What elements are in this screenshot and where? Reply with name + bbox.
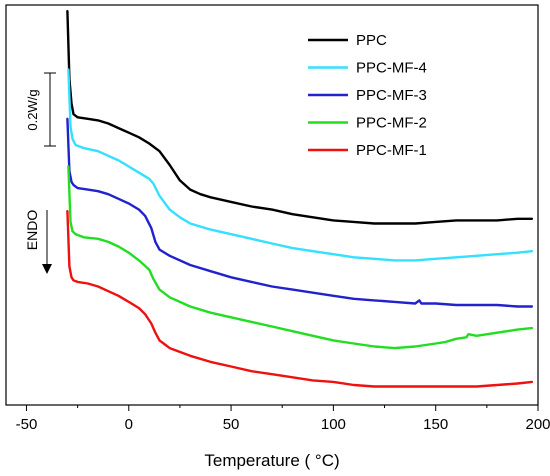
- x-axis-title: Temperature ( °C): [204, 451, 339, 470]
- legend-label: PPC: [356, 32, 387, 49]
- legend: PPC PPC-MF-4 PPC-MF-3 PPC-MF-2 PPC-MF-1: [308, 32, 427, 159]
- x-tick-label: 150: [423, 416, 448, 433]
- series-line-ppc-mf-2: [67, 165, 534, 350]
- x-tick-label: 200: [525, 416, 550, 433]
- x-tick-label: 0: [125, 416, 133, 433]
- legend-label: PPC-MF-3: [356, 87, 427, 104]
- series-line-ppc-mf-1: [66, 209, 534, 388]
- x-axis-ticks: -50 0 50 100 150 200: [16, 405, 550, 433]
- series-group: [66, 9, 534, 388]
- series-line-ppc-mf-4: [67, 68, 534, 262]
- scale-bar-label: 0.2W/g: [25, 89, 40, 130]
- legend-label: PPC-MF-1: [356, 142, 427, 159]
- endo-label: ENDO: [24, 210, 40, 251]
- x-tick-label: -50: [16, 416, 38, 433]
- x-tick-label: 100: [321, 416, 346, 433]
- x-tick-label: 50: [223, 416, 240, 433]
- legend-label: PPC-MF-4: [356, 60, 427, 77]
- endo-indicator: ENDO: [24, 210, 52, 274]
- plot-frame: [5, 4, 539, 406]
- scale-bar: 0.2W/g: [25, 72, 56, 147]
- legend-label: PPC-MF-2: [356, 115, 427, 132]
- series-line-ppc: [66, 9, 534, 225]
- endo-arrow-head: [42, 264, 52, 274]
- series-line-ppc-mf-3: [66, 117, 534, 308]
